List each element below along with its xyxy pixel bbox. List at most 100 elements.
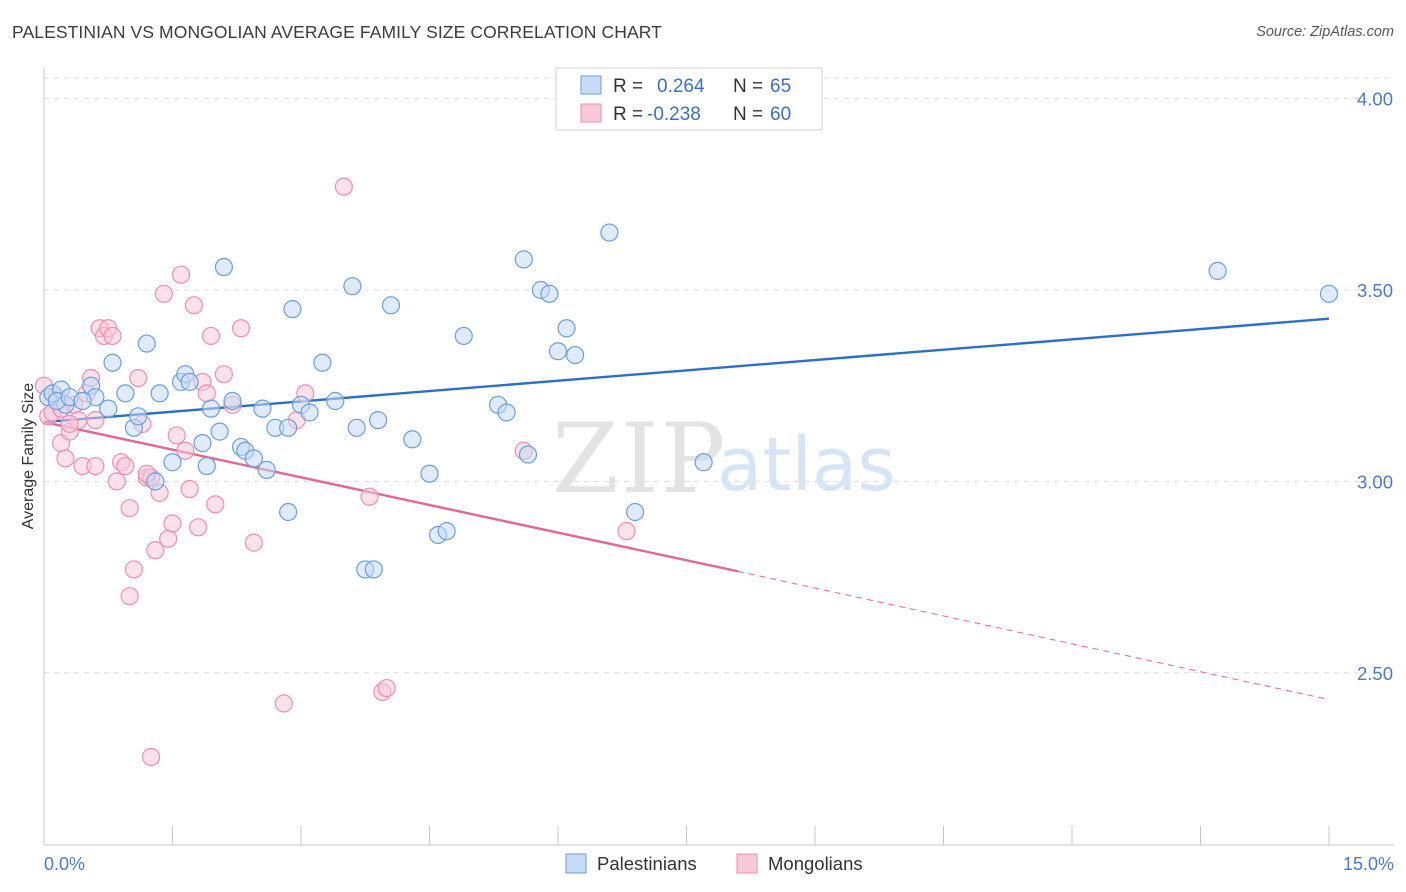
y-tick-label: 2.50 [1357,663,1393,684]
mongolian-point [159,529,178,548]
palestinian-point [283,300,302,319]
palestinian-point [343,277,362,296]
palestinian-point [244,449,263,468]
palestinian-point [150,384,169,403]
x-tick-label-min: 0.0% [44,854,85,874]
x-tick-label-max: 15.0% [1343,854,1394,874]
palestinian-point [497,403,516,422]
legend-n-label-2: N = [733,104,763,125]
mongolian-point [146,541,165,560]
legend-n-value-2: 60 [770,104,791,125]
palestinian-point [201,399,221,418]
bottom-legend-mongolians: Mongolians [768,853,863,874]
source-label: Source: ZipAtlas.com [1256,24,1394,40]
mongolian-point [197,384,216,403]
bottom-legend-swatch-mongolians [736,853,758,874]
mongolian-point [184,296,204,315]
palestinian-point [437,522,456,541]
mongolian-point [231,319,251,338]
series-legend: Palestinians Mongolians [565,853,863,874]
palestinian-point [600,223,619,242]
palestinian-point [137,334,156,353]
y-tick-labels: 2.50 3.00 3.50 4.00 [1357,89,1393,684]
mongolian-point [86,456,105,476]
palestinian-point [1208,261,1227,280]
palestinian-point [180,372,199,391]
y-axis-label: Average Family Size [20,383,37,530]
mongolian-point [141,747,161,767]
palestinian-point [129,407,148,426]
mongolian-point [214,365,233,384]
legend-r-value-2: -0.238 [647,104,701,125]
mongolian-point [60,414,79,434]
chart-title: PALESTINIAN VS MONGOLIAN AVERAGE FAMILY … [12,22,662,42]
mongolian-point [617,522,636,541]
palestinian-point [514,250,533,269]
palestinian-points [39,223,1339,579]
palestinian-point [257,460,276,479]
x-axis-ticks [43,826,1330,845]
palestinian-point [566,345,585,365]
mongolian-point [120,587,139,606]
palestinian-point [369,411,388,430]
correlation-legend: R = 0.264 N = 65 R = -0.238 N = 60 [555,67,823,131]
palestinian-point [381,296,401,315]
palestinian-point [454,326,473,346]
mongolian-point [334,177,353,196]
palestinian-point [300,403,319,422]
palestinian-point [163,453,182,472]
palestinian-point [1319,284,1339,303]
palestinian-point [364,560,383,579]
y-tick-label: 3.50 [1357,280,1393,301]
palestinian-point [223,391,242,411]
mongolian-point [360,487,379,506]
legend-r-label-1: R = [613,76,643,97]
mongolian-point [86,411,105,430]
legend-r-label-2: R = [613,104,643,125]
palestinian-point [625,502,645,522]
legend-n-value-1: 65 [770,76,791,97]
grid-lines [44,77,1394,674]
palestinian-point [197,456,216,476]
mongolian-point [129,368,148,388]
palestinian-point [313,353,332,372]
palestinian-point [279,502,298,522]
watermark: ZIP atlas [552,403,896,515]
palestinian-point [694,453,713,472]
palestinian-point [99,399,118,418]
palestinian-point [214,257,233,277]
palestinian-point [193,434,212,453]
bottom-legend-swatch-palestinians [565,853,587,874]
mongolian-point [120,499,139,518]
palestinian-point [73,391,92,411]
y-tick-label: 3.00 [1357,471,1393,492]
palestinian-point [548,342,568,361]
palestinian-point [146,472,165,491]
mongolian-point [163,514,182,533]
mongolian-point [154,284,174,303]
palestinian-point [420,464,439,483]
mongolian-point [56,449,75,468]
bottom-legend-palestinians: Palestinians [597,853,697,874]
legend-swatch-palestinians [580,75,602,95]
watermark-atlas: atlas [717,422,896,508]
palestinian-point [347,418,366,437]
mongolian-point [171,265,191,284]
legend-r-value-1: 0.264 [657,76,705,97]
mongolian-points [34,177,636,767]
mongolian-point [103,326,122,346]
palestinian-point [540,284,559,303]
mongolian-point [201,326,221,346]
axes [43,68,1394,846]
mongolian-point [244,533,263,552]
palestinian-point [518,445,538,464]
palestinian-point [557,319,576,338]
mongolian-trend-line [43,420,739,573]
mongolian-point [107,472,126,491]
mongolian-point [377,678,396,698]
mongolian-point [180,479,199,499]
mongolian-point [189,518,208,537]
palestinian-point [403,430,422,449]
mongolian-point [116,456,135,476]
